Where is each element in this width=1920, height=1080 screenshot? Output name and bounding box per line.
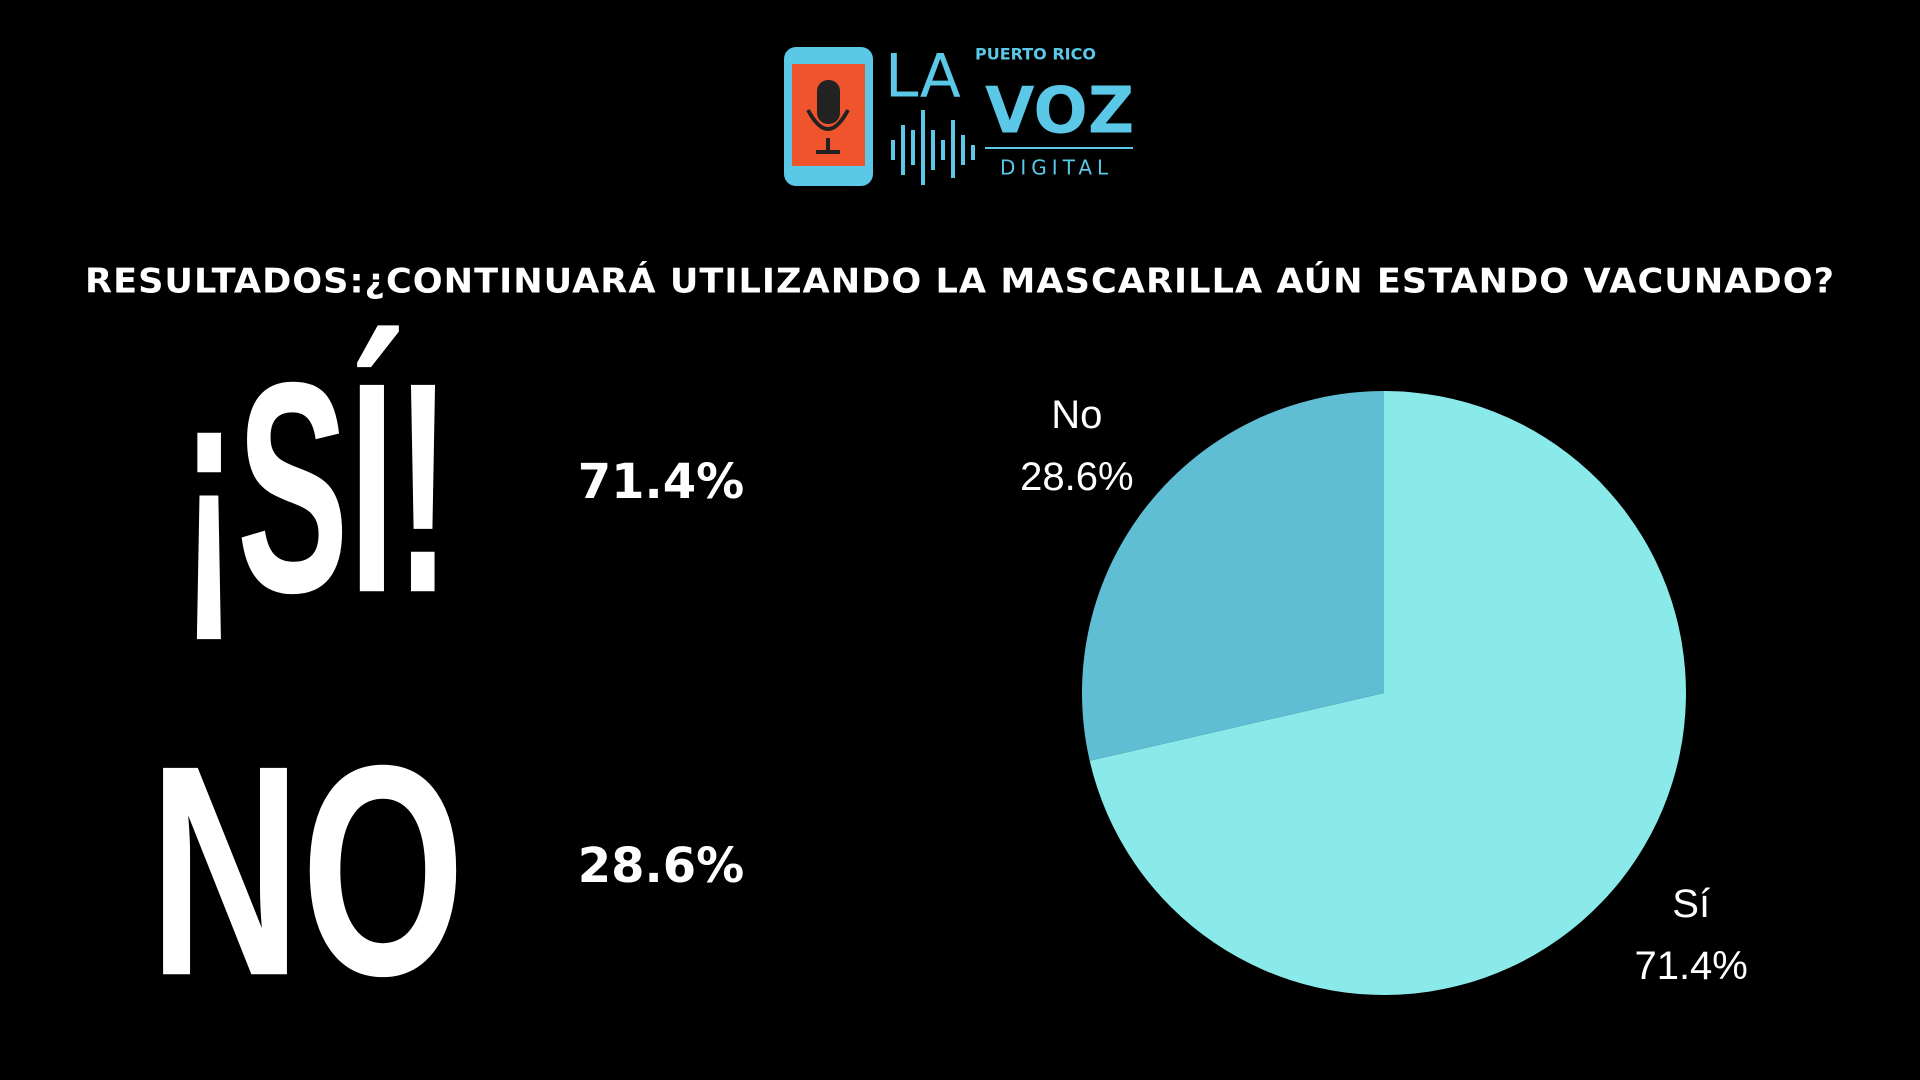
slice-value: 71.4% [1634, 944, 1747, 988]
answer-yes: ¡SÍ! [181, 319, 451, 655]
pie-slice [1089, 391, 1686, 996]
microphone [817, 80, 840, 124]
logo: PUERTO RICO LA VOZ DIGITAL [784, 42, 1134, 186]
logo-left: LA [885, 42, 961, 112]
answer-no: NO [149, 702, 465, 1038]
slice-label: No [1051, 393, 1102, 437]
slice-value: 28.6% [1020, 455, 1133, 499]
logo-right: VOZ [985, 75, 1134, 149]
logo-top: PUERTO RICO [975, 45, 1096, 64]
headline: RESULTADOS:¿CONTINUARÁ UTILIZANDO LA MAS… [85, 261, 1835, 302]
logo-bottom: DIGITAL [1000, 156, 1113, 180]
pie-slice [1082, 391, 1384, 761]
yes-percent: 71.4% [578, 454, 745, 510]
sound-wave [891, 110, 975, 185]
mic-stand [806, 109, 850, 154]
no-percent: 28.6% [578, 838, 745, 894]
slice-label: Sí [1672, 882, 1710, 926]
